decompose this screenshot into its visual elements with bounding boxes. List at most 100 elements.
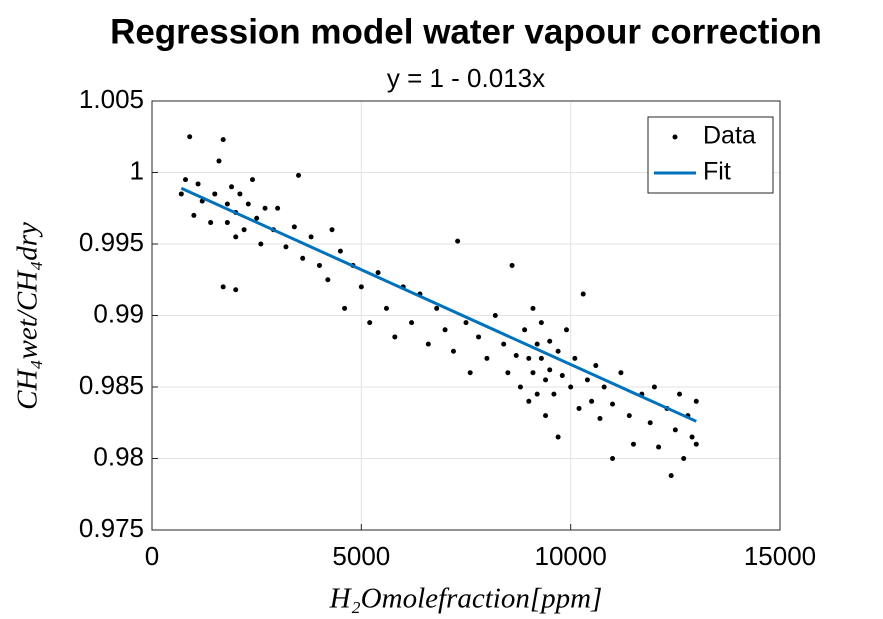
- data-point: [647, 420, 653, 426]
- data-point: [262, 205, 268, 211]
- data-point: [543, 377, 549, 383]
- data-point: [693, 398, 699, 404]
- data-point: [455, 238, 461, 244]
- data-point: [610, 401, 616, 407]
- data-point: [258, 241, 264, 247]
- legend-label: Data: [703, 122, 756, 150]
- y-tick-label: 0.975: [79, 513, 144, 543]
- data-point: [601, 384, 607, 390]
- data-point: [383, 305, 389, 311]
- data-point: [530, 370, 536, 376]
- data-point: [509, 262, 515, 268]
- x-tick-label: 0: [145, 541, 159, 571]
- y-tick-label: 1: [130, 155, 144, 185]
- data-point: [522, 327, 528, 333]
- data-point: [229, 184, 235, 190]
- data-point: [530, 305, 536, 311]
- data-point: [568, 384, 574, 390]
- legend-box: [647, 116, 774, 194]
- data-point: [254, 215, 260, 221]
- data-point: [630, 441, 636, 447]
- data-point: [651, 384, 657, 390]
- data-point: [233, 234, 239, 240]
- chart-subtitle: y = 1 - 0.013x: [387, 63, 545, 93]
- data-point: [191, 212, 197, 218]
- data-point: [296, 172, 302, 178]
- data-point: [224, 220, 230, 226]
- data-point: [526, 355, 532, 361]
- data-point: [526, 398, 532, 404]
- data-point: [283, 244, 289, 250]
- data-point: [241, 227, 247, 233]
- x-tick-label: 5000: [332, 541, 390, 571]
- data-point: [492, 313, 498, 318]
- data-point: [572, 355, 578, 361]
- x-tick-label: 10000: [535, 541, 607, 571]
- y-axis-label: CH₄wet/CH₄dry: [12, 222, 44, 410]
- data-point: [316, 262, 322, 268]
- data-point: [551, 391, 557, 397]
- x-tick-label: 15000: [744, 541, 816, 571]
- data-point: [425, 341, 431, 347]
- data-point: [275, 205, 281, 211]
- legend-label: Fit: [703, 158, 731, 186]
- data-point: [329, 227, 335, 233]
- data-point: [543, 413, 549, 419]
- data-point: [555, 348, 561, 354]
- data-point: [220, 137, 226, 143]
- data-point: [547, 367, 553, 373]
- data-point: [367, 320, 373, 326]
- data-point: [233, 287, 239, 293]
- data-point: [337, 248, 343, 254]
- y-tick-label: 0.995: [79, 227, 144, 257]
- data-point: [392, 334, 398, 340]
- data-point: [208, 220, 214, 226]
- data-point: [656, 444, 662, 450]
- data-point: [463, 320, 469, 326]
- data-point: [249, 177, 255, 183]
- data-point: [547, 338, 553, 344]
- data-point: [187, 134, 193, 140]
- data-point: [559, 373, 565, 379]
- data-point: [450, 348, 456, 354]
- data-point: [212, 191, 218, 197]
- data-point: [434, 305, 440, 311]
- data-point: [224, 201, 230, 207]
- data-point: [308, 234, 314, 240]
- data-point: [245, 201, 251, 207]
- data-point: [517, 384, 523, 390]
- data-point: [597, 415, 603, 421]
- data-point: [534, 391, 540, 397]
- data-point: [618, 370, 624, 376]
- data-point: [513, 353, 519, 359]
- data-point: [505, 370, 511, 376]
- data-point: [220, 284, 226, 290]
- data-point: [216, 158, 222, 164]
- data-point: [677, 391, 683, 397]
- data-point: [300, 255, 306, 261]
- data-point: [409, 320, 415, 326]
- data-point: [563, 327, 569, 333]
- data-point: [584, 377, 590, 383]
- data-point: [501, 341, 507, 347]
- data-point: [476, 334, 482, 340]
- data-point: [178, 191, 184, 197]
- chart-title: Regression model water vapour correction: [110, 12, 822, 51]
- data-point: [610, 456, 616, 461]
- data-point: [580, 291, 586, 297]
- data-point: [593, 363, 599, 369]
- data-point: [291, 224, 297, 230]
- y-tick-label: 0.985: [79, 370, 144, 400]
- data-point: [237, 191, 243, 197]
- data-point: [538, 320, 544, 326]
- data-point: [672, 427, 678, 433]
- data-point: [342, 305, 348, 311]
- data-point: [195, 181, 201, 187]
- data-point: [576, 405, 582, 411]
- data-point: [182, 177, 188, 183]
- data-point: [375, 270, 381, 276]
- plot-frame: [151, 100, 781, 531]
- data-point: [538, 355, 544, 361]
- y-tick-label: 0.98: [93, 441, 144, 471]
